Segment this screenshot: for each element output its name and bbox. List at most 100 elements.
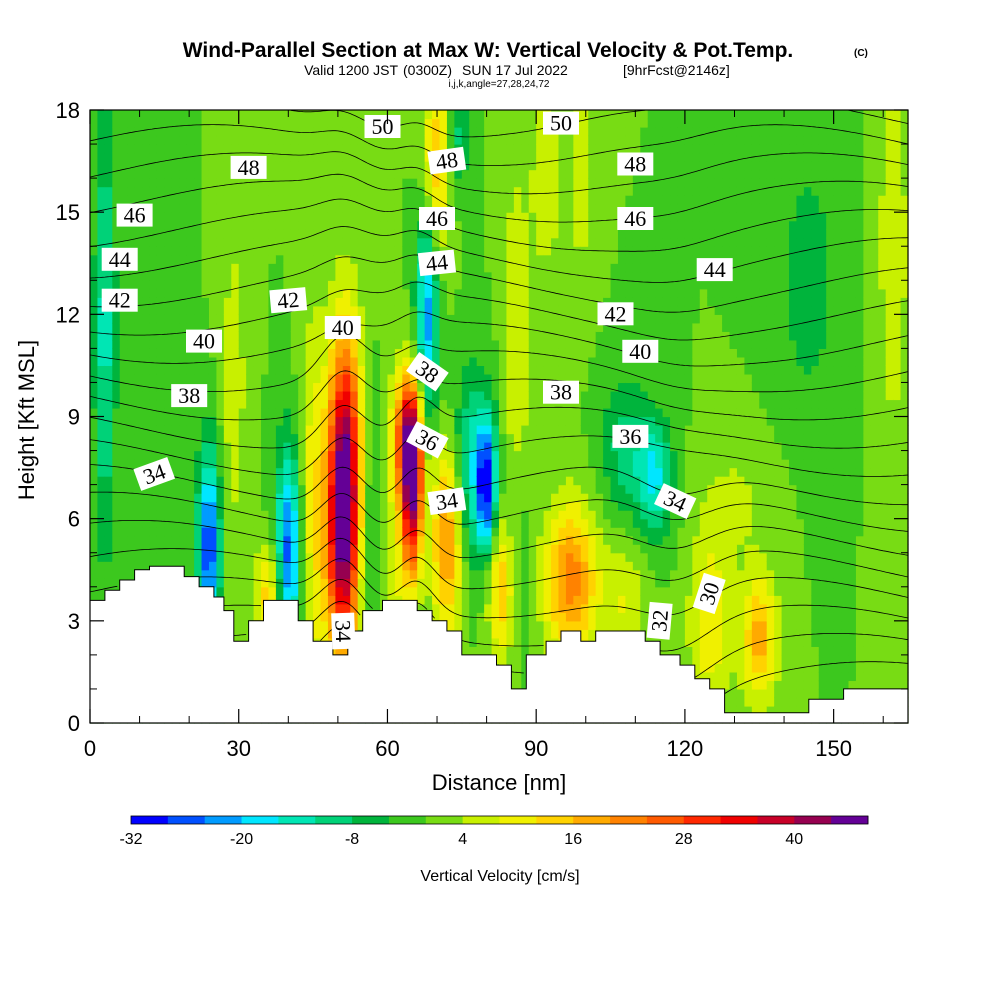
w-cell [104,544,113,554]
w-cell [454,612,463,622]
w-cell [387,586,396,596]
w-cell [320,629,329,639]
w-cell [350,425,359,435]
w-cell [261,297,270,307]
w-cell [127,161,136,171]
w-cell [491,169,500,179]
w-cell [565,544,574,554]
w-cell [595,510,604,520]
w-cell [327,561,336,571]
w-cell [380,280,389,290]
w-cell [320,518,329,528]
w-cell [439,578,448,588]
w-cell [320,297,329,307]
w-cell [194,459,203,469]
w-cell [387,561,396,571]
w-cell [417,407,426,418]
w-cell [573,620,582,630]
w-cell [454,510,463,520]
w-cell [275,203,284,213]
w-cell [551,195,560,205]
w-cell [387,493,396,503]
w-cell [558,348,567,358]
w-cell [223,263,232,273]
w-cell [446,110,455,120]
w-cell [565,535,574,545]
w-cell [558,569,567,579]
w-cell [432,425,441,435]
w-cell [536,629,545,639]
w-cell [365,161,374,171]
w-cell [424,382,433,392]
w-cell [588,144,597,154]
w-cell [223,254,232,264]
w-cell [112,390,121,401]
w-cell [558,161,567,171]
w-cell [580,416,589,426]
w-cell [350,382,359,392]
w-cell [580,510,589,520]
w-cell [342,493,351,503]
w-cell [112,569,121,579]
w-cell [424,195,433,205]
w-cell [484,110,493,120]
w-cell [246,476,255,486]
w-cell [588,110,597,120]
w-cell [335,127,344,137]
w-cell [149,186,158,196]
w-cell [194,305,203,315]
w-cell [469,425,478,435]
w-cell [573,144,582,154]
w-cell [261,288,270,298]
w-cell [439,178,448,188]
w-cell [357,382,366,392]
w-cell [201,161,210,171]
w-cell [491,399,500,409]
w-cell [394,442,403,452]
w-cell [402,144,411,154]
w-cell [275,271,284,281]
w-cell [595,493,604,503]
w-cell [179,348,188,358]
w-cell [134,373,143,384]
w-cell [231,314,240,324]
w-cell [424,135,433,145]
w-cell [446,365,455,375]
w-cell [179,263,188,273]
w-cell [164,373,173,384]
w-cell [565,220,574,230]
w-cell [595,280,604,290]
w-cell [499,467,508,477]
w-cell [335,110,344,120]
w-cell [104,501,113,511]
w-cell [97,535,106,545]
w-cell [491,501,500,511]
w-cell [506,476,515,486]
w-cell [238,620,247,630]
w-cell [365,518,374,528]
w-cell [424,501,433,511]
w-cell [521,322,530,332]
w-cell [476,178,485,188]
w-cell [208,314,218,324]
w-cell [342,373,351,384]
w-cell [201,365,210,375]
w-cell [417,314,426,324]
w-cell [372,416,381,426]
w-cell [298,552,307,562]
w-cell [201,246,210,256]
w-cell [476,569,485,579]
w-cell [454,390,463,401]
w-cell [372,527,381,537]
w-cell [342,476,351,486]
w-cell [350,390,359,401]
w-cell [580,246,589,256]
w-cell [409,127,418,137]
w-cell [298,382,307,392]
w-cell [350,442,359,452]
w-cell [565,467,574,477]
w-cell [305,442,314,452]
w-cell [439,510,448,520]
w-cell [208,305,218,315]
w-cell [149,433,158,443]
